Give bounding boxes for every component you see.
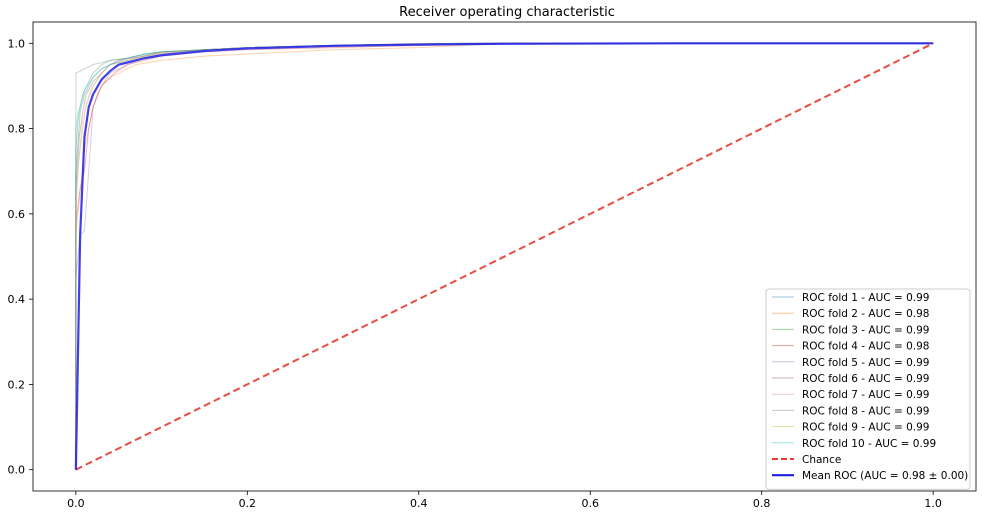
x-axis: 0.0 0.2 0.4 0.6 0.8 1.0 [67, 491, 942, 510]
y-tick-label: 0.2 [8, 378, 26, 391]
y-axis: 0.0 0.2 0.4 0.6 0.8 1.0 [8, 37, 33, 477]
legend: ROC fold 1 - AUC = 0.99 ROC fold 2 - AUC … [765, 288, 971, 490]
legend-entry-label: ROC fold 10 - AUC = 0.99 [802, 438, 936, 450]
legend-entry-label: ROC fold 6 - AUC = 0.99 [802, 373, 929, 385]
x-tick-label: 0.2 [239, 497, 257, 510]
legend-entry-label: ROC fold 2 - AUC = 0.98 [802, 308, 929, 320]
legend-entry-label: Chance [802, 454, 841, 466]
x-tick-label: 1.0 [924, 497, 942, 510]
legend-entry-label: ROC fold 3 - AUC = 0.99 [802, 324, 929, 336]
x-tick-label: 0.8 [753, 497, 771, 510]
legend-entry-label: ROC fold 7 - AUC = 0.99 [802, 389, 929, 401]
y-tick-label: 0.4 [8, 293, 26, 306]
y-tick-label: 1.0 [8, 37, 26, 50]
x-tick-label: 0.0 [67, 497, 85, 510]
plot-lines [74, 42, 934, 471]
legend-box [765, 288, 971, 490]
legend-entry-label: ROC fold 8 - AUC = 0.99 [802, 405, 929, 417]
legend-entry-label: ROC fold 9 - AUC = 0.99 [802, 422, 929, 434]
y-tick-label: 0.0 [8, 464, 26, 477]
plot-frame [32, 21, 977, 492]
legend-entry-label: ROC fold 5 - AUC = 0.99 [802, 357, 929, 369]
legend-entry-label: ROC fold 4 - AUC = 0.98 [802, 341, 929, 353]
y-tick-label: 0.8 [8, 123, 26, 136]
series-line-11 [75, 42, 934, 471]
y-tick-label: 0.6 [8, 208, 26, 221]
series-line-12 [74, 42, 934, 470]
chart-title: Receiver operating characteristic [399, 5, 615, 20]
legend-entry-label: ROC fold 1 - AUC = 0.99 [802, 292, 929, 304]
x-tick-label: 0.6 [581, 497, 599, 510]
x-tick-label: 0.4 [410, 497, 428, 510]
legend-entry-label: Mean ROC (AUC = 0.98 ± 0.00) [802, 470, 968, 482]
